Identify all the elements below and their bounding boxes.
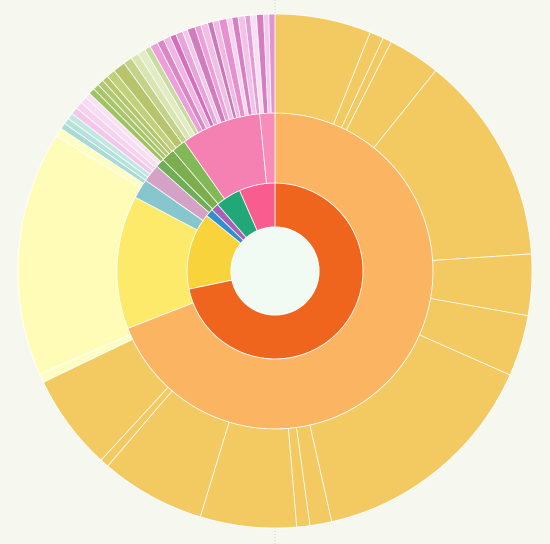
ring-3-segment-54[interactable] — [268, 13, 276, 114]
rings-group — [17, 13, 533, 529]
center-hole — [230, 226, 320, 316]
